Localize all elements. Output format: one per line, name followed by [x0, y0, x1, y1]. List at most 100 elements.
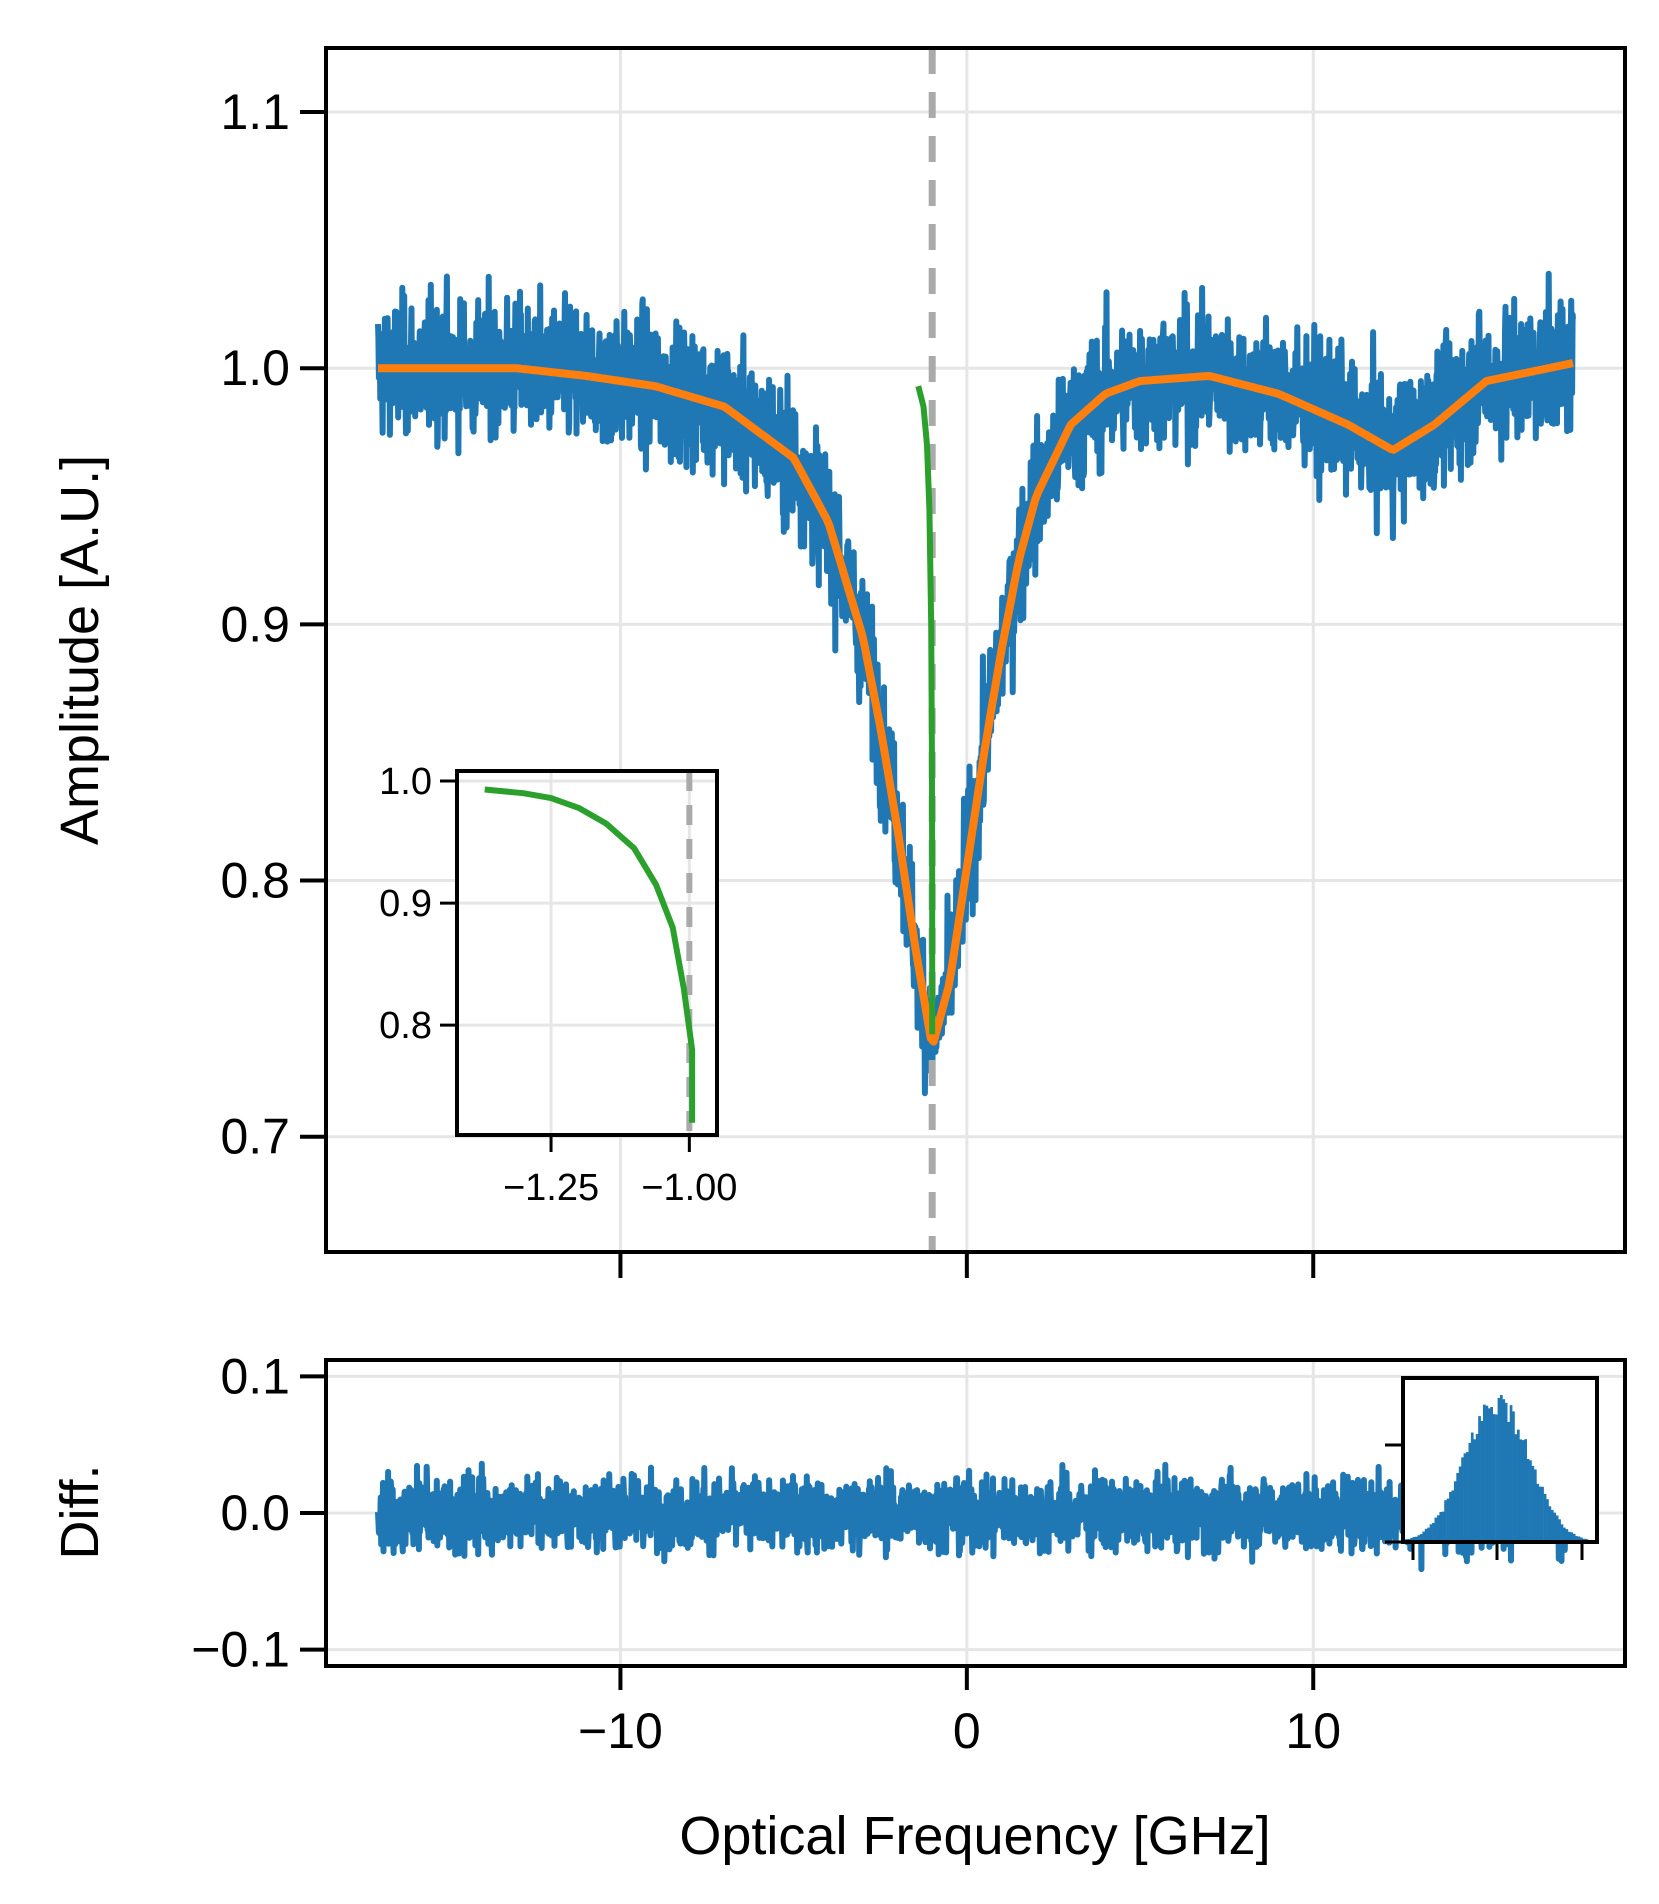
histogram-bar [1485, 1405, 1489, 1542]
histogram-bar [1449, 1491, 1452, 1542]
histogram-bar [1541, 1486, 1544, 1542]
inset-y-tick-label: 0.8 [379, 1005, 432, 1047]
main-y-tick-label: 1.1 [220, 84, 290, 140]
histogram-bar [1480, 1421, 1484, 1542]
histogram-bar [1463, 1453, 1467, 1542]
histogram-bar [1538, 1486, 1542, 1542]
histogram-bar [1550, 1509, 1554, 1542]
histogram-axis-ticks [1385, 1443, 1584, 1560]
residual-axis-ticks: −10 0 10 −0.1 0.0 0.1 [191, 1348, 1341, 1759]
histogram-bar [1468, 1442, 1472, 1542]
histogram-bar [1458, 1466, 1462, 1542]
histogram-bar [1432, 1522, 1435, 1542]
histogram-bar [1437, 1515, 1440, 1542]
histogram-bar [1473, 1439, 1476, 1542]
inset-y-tick-label: 0.9 [379, 883, 432, 925]
histogram-bar [1441, 1511, 1445, 1542]
trace-series [915, 385, 936, 1035]
histogram-bar [1461, 1457, 1464, 1542]
histogram-bar [1560, 1524, 1564, 1542]
histogram-bar [1553, 1512, 1556, 1542]
histogram-bar [1444, 1500, 1447, 1542]
histogram-bar [1420, 1534, 1423, 1542]
histogram-bar [1417, 1535, 1421, 1542]
fit-series [376, 359, 1575, 1046]
residual-y-tick-label: 0.1 [220, 1348, 290, 1404]
histogram-bar [1415, 1536, 1418, 1542]
histogram-bar [1575, 1536, 1578, 1542]
histogram-bar [1424, 1528, 1428, 1542]
histogram-bar [1570, 1532, 1573, 1542]
histogram-bar [1410, 1537, 1413, 1542]
residual-x-tick-label: 0 [953, 1703, 981, 1759]
residual-series [375, 1454, 1576, 1573]
histogram-bar [1524, 1439, 1527, 1542]
histogram-bar [1453, 1481, 1457, 1542]
histogram-bar [1492, 1414, 1496, 1542]
inset-x-tick-label: −1.25 [503, 1167, 599, 1209]
histogram-bar [1526, 1459, 1530, 1542]
histogram-bar [1517, 1429, 1520, 1542]
residual-y-axis-label: Diff. [50, 1464, 110, 1559]
residual-plot-panel: −10 0 10 −0.1 0.0 0.1 Diff. Optical Frequency… [50, 1348, 1627, 1866]
histogram-bar [1529, 1460, 1532, 1542]
histogram-bar [1439, 1512, 1443, 1542]
main-y-axis-label: Amplitude [A.U.] [50, 455, 110, 845]
main-inset-background [457, 771, 717, 1135]
histogram-bar [1475, 1434, 1479, 1542]
residual-y-tick-label: 0.0 [220, 1485, 290, 1541]
histogram-bar [1502, 1399, 1506, 1542]
histogram-bar [1536, 1483, 1540, 1542]
histogram-bar [1580, 1537, 1583, 1542]
inset-y-tick-label: 1.0 [379, 761, 432, 803]
x-axis-label: Optical Frequency [GHz] [679, 1806, 1270, 1866]
main-inset-frame [455, 769, 719, 1137]
histogram-bar [1412, 1537, 1416, 1542]
main-y-tick-label: 0.8 [220, 853, 290, 909]
histogram-bar [1456, 1473, 1459, 1542]
histogram-bar [1546, 1499, 1549, 1542]
residual-y-tick-label: −0.1 [191, 1622, 290, 1678]
histogram-bar [1548, 1506, 1552, 1542]
histogram-bar [1497, 1397, 1501, 1542]
main-y-tick-label: 0.7 [220, 1109, 290, 1165]
histogram-bar [1466, 1452, 1469, 1542]
histogram-bar [1490, 1407, 1493, 1542]
main-inset-plot-area [484, 771, 696, 1135]
main-plot-frame [324, 46, 1627, 1254]
histogram-bar [1521, 1440, 1525, 1542]
histogram-frame [1401, 1376, 1599, 1544]
histogram-bar [1429, 1524, 1433, 1542]
histogram-bars [1403, 1395, 1597, 1542]
histogram-bar [1446, 1498, 1450, 1542]
histogram-bar [1565, 1529, 1569, 1542]
main-inset-panel: −1.25 −1.00 0.8 0.9 1.0 [379, 761, 737, 1209]
residual-histogram-inset [1385, 1376, 1599, 1560]
histogram-bar [1509, 1405, 1513, 1542]
histogram-bar [1495, 1414, 1498, 1542]
histogram-bar [1487, 1408, 1491, 1542]
histogram-bar [1572, 1533, 1576, 1542]
inset-trace-series [484, 786, 696, 1123]
histogram-bar [1451, 1490, 1455, 1542]
histogram-bar [1577, 1536, 1581, 1542]
histogram-bar [1534, 1469, 1537, 1542]
histogram-bar [1483, 1404, 1486, 1542]
histogram-bar [1478, 1416, 1481, 1542]
histogram-bar [1567, 1531, 1571, 1542]
histogram-bar [1543, 1493, 1547, 1542]
measurement-series [375, 270, 1576, 1097]
histogram-bar [1519, 1439, 1523, 1542]
histogram-bar [1427, 1527, 1430, 1542]
main-axis-ticks: 0.7 0.8 0.9 1.0 1.1 [220, 84, 1316, 1278]
main-y-tick-label: 0.9 [220, 596, 290, 652]
main-plot-panel: 0.7 0.8 0.9 1.0 1.1 Amplitude [A.U.] [50, 46, 1627, 1278]
inset-x-tick-label: −1.00 [641, 1167, 737, 1209]
histogram-bar [1507, 1421, 1510, 1542]
main-y-tick-label: 1.0 [220, 340, 290, 396]
histogram-bar [1422, 1531, 1426, 1542]
histogram-bar [1531, 1465, 1535, 1542]
histogram-bar [1434, 1517, 1438, 1542]
residual-x-tick-label: 10 [1285, 1703, 1341, 1759]
